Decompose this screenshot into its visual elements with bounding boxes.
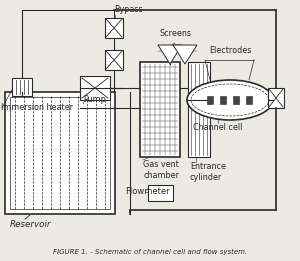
Text: Gas vent
chamber: Gas vent chamber bbox=[143, 160, 179, 180]
Bar bbox=[105, 18, 123, 38]
Bar bbox=[207, 96, 213, 104]
Bar bbox=[148, 185, 173, 201]
Text: Pump: Pump bbox=[83, 95, 106, 104]
Bar bbox=[80, 76, 110, 100]
Bar bbox=[5, 92, 115, 214]
Bar bbox=[12, 78, 32, 96]
Polygon shape bbox=[173, 45, 197, 64]
Bar bbox=[246, 96, 252, 104]
Bar bbox=[268, 88, 284, 108]
Bar bbox=[220, 96, 226, 104]
Text: Reservoir: Reservoir bbox=[10, 220, 52, 229]
Bar bbox=[140, 62, 180, 157]
Bar bbox=[188, 62, 210, 157]
Text: Entrance
cylinder: Entrance cylinder bbox=[190, 162, 226, 182]
Bar bbox=[233, 96, 239, 104]
Text: Channel cell: Channel cell bbox=[193, 123, 243, 132]
Text: Screens: Screens bbox=[159, 29, 191, 38]
Ellipse shape bbox=[187, 80, 273, 120]
Text: FIGURE 1. - Schematic of channel cell and flow system.: FIGURE 1. - Schematic of channel cell an… bbox=[53, 249, 247, 255]
Text: Electrodes: Electrodes bbox=[209, 46, 251, 55]
Text: Flowmeter: Flowmeter bbox=[125, 187, 170, 197]
Bar bbox=[105, 50, 123, 70]
Text: Bypass: Bypass bbox=[114, 5, 142, 14]
Polygon shape bbox=[158, 45, 182, 64]
Bar bbox=[10, 97, 110, 209]
Text: Immersion heater: Immersion heater bbox=[1, 104, 73, 112]
